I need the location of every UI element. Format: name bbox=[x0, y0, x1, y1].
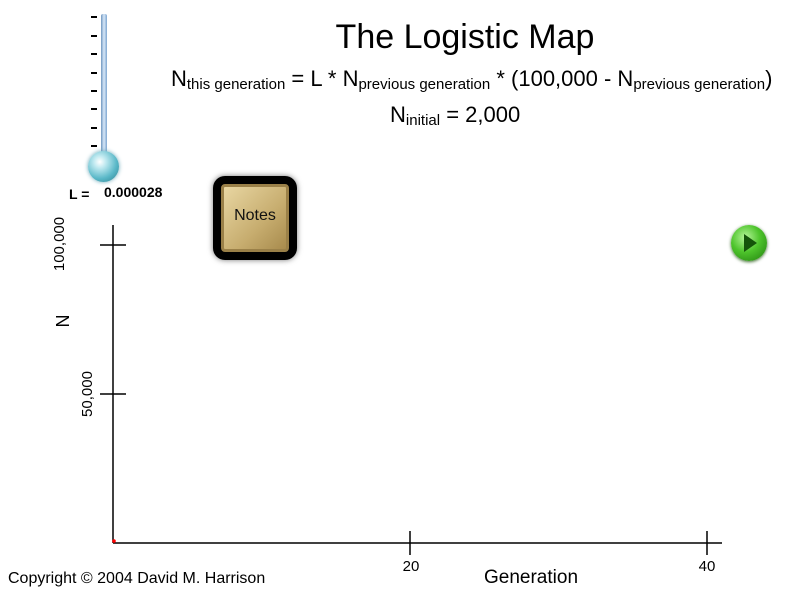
initial-rest: = 2,000 bbox=[440, 102, 521, 127]
formula-n: N bbox=[171, 66, 187, 91]
slider-value: 0.000028 bbox=[104, 184, 163, 200]
play-icon bbox=[744, 234, 757, 252]
y-tick-label-50000: 50,000 bbox=[79, 371, 96, 417]
formula-prev-sub-2: previous generation bbox=[633, 76, 766, 93]
notes-button[interactable]: Notes bbox=[213, 176, 297, 260]
formula-mid: * (100,000 - N bbox=[490, 66, 634, 91]
slider-tick bbox=[91, 53, 97, 55]
copyright: Copyright © 2004 David M. Harrison bbox=[8, 570, 266, 587]
slider-tick bbox=[91, 145, 97, 147]
slider-tick bbox=[91, 35, 97, 37]
page-title: The Logistic Map bbox=[335, 18, 595, 56]
chart-axes bbox=[100, 225, 722, 555]
formula-eq: = L * N bbox=[285, 66, 359, 91]
logistic-formula: Nthis generation = L * Nprevious generat… bbox=[171, 66, 772, 93]
data-point bbox=[112, 539, 116, 543]
formula-this-sub: this generation bbox=[186, 76, 286, 93]
y-axis-label: N bbox=[53, 314, 73, 328]
slider-label: L = bbox=[69, 186, 90, 202]
initial-sub: initial bbox=[405, 112, 441, 129]
slider-tick bbox=[91, 127, 97, 129]
slider-track[interactable] bbox=[101, 14, 107, 174]
notes-button-face: Notes bbox=[221, 184, 289, 252]
y-tick-label-100000: 100,000 bbox=[51, 216, 68, 272]
slider-tick bbox=[91, 108, 97, 110]
slider-tick bbox=[91, 72, 97, 74]
formula-close: ) bbox=[765, 66, 773, 91]
slider-knob[interactable] bbox=[88, 151, 119, 182]
formula-prev-sub: previous generation bbox=[358, 76, 491, 93]
notes-button-label: Notes bbox=[234, 207, 276, 224]
initial-n: N bbox=[390, 102, 406, 127]
slider-tick bbox=[91, 90, 97, 92]
play-button[interactable] bbox=[731, 225, 767, 261]
chart-marks bbox=[112, 539, 116, 543]
slider-tick bbox=[91, 16, 97, 18]
initial-value: Ninitial = 2,000 bbox=[390, 102, 520, 129]
x-tick-label-20: 20 bbox=[402, 558, 420, 575]
x-axis-label: Generation bbox=[484, 567, 579, 588]
x-tick-label-40: 40 bbox=[698, 558, 716, 575]
